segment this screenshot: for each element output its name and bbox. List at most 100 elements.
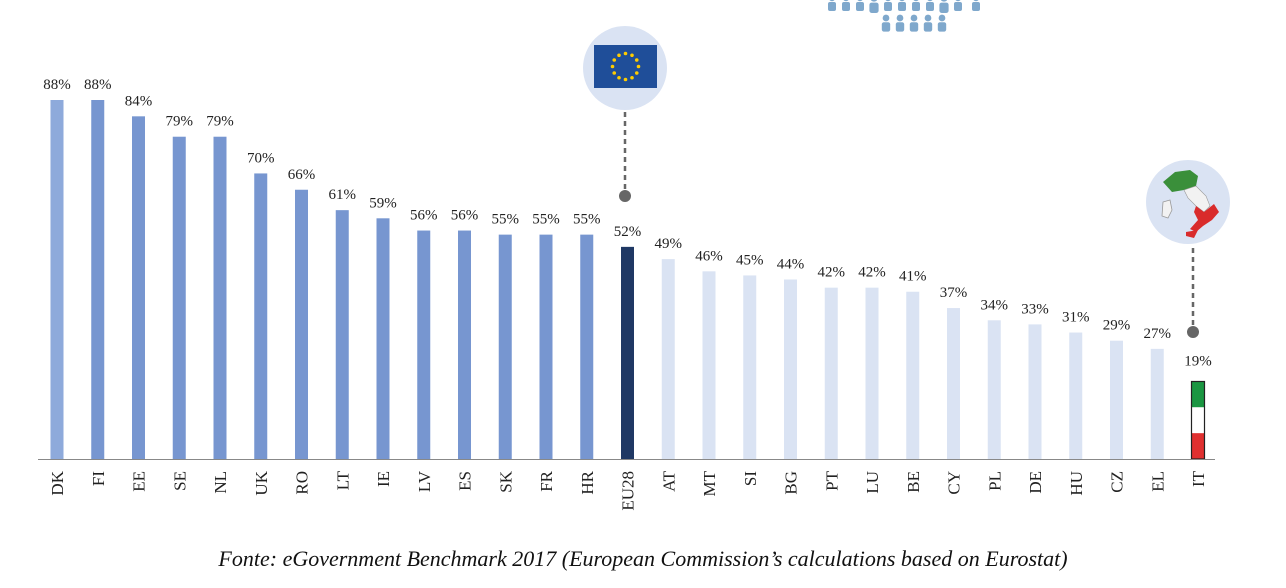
tick-label-lu: LU (863, 471, 882, 494)
tick-label-ie: IE (374, 471, 393, 487)
tick-label-at: AT (659, 470, 678, 491)
bar-es (458, 230, 471, 459)
bar-ro (295, 189, 308, 459)
value-label-pl: 34% (981, 297, 1009, 313)
tick-label-lt: LT (333, 470, 352, 490)
tick-label-bg: BG (782, 471, 801, 495)
bar-fi (91, 100, 105, 459)
tick-label-se: SE (170, 471, 189, 491)
value-label-fr: 55% (532, 212, 560, 228)
bar-it (1190, 380, 1206, 460)
bar-cy (947, 308, 960, 459)
value-label-ee: 84% (125, 93, 153, 109)
value-label-si: 45% (736, 252, 764, 268)
value-label-el: 27% (1144, 326, 1172, 342)
bar-ie (376, 218, 390, 459)
bar-si (743, 275, 757, 459)
value-label-lv: 56% (410, 208, 438, 224)
bar-de (1028, 324, 1042, 459)
it-marker (1146, 160, 1230, 338)
bars-layer (50, 100, 1206, 460)
bar-pt (824, 287, 838, 459)
eu28-marker (583, 26, 667, 202)
value-label-es: 56% (451, 208, 479, 224)
value-label-lu: 42% (858, 265, 886, 281)
bar-dk (50, 100, 64, 459)
bar-cz (1110, 340, 1123, 459)
tick-label-be: BE (904, 471, 923, 493)
value-label-dk: 88% (43, 77, 71, 93)
value-label-ie: 59% (369, 195, 397, 211)
bar-eu28 (621, 246, 634, 459)
tick-label-mt: MT (700, 470, 719, 496)
value-label-cz: 29% (1103, 318, 1131, 334)
tick-label-ro: RO (293, 471, 312, 495)
people-group-icon (828, 0, 980, 32)
bar-be (906, 291, 920, 459)
value-label-nl: 79% (206, 114, 234, 130)
tick-label-cz: CZ (1108, 471, 1127, 493)
value-label-cy: 37% (940, 285, 968, 301)
tick-label-dk: DK (48, 470, 67, 495)
tick-label-sk: SK (496, 470, 515, 492)
bar-fr (539, 234, 553, 459)
tick-label-lv: LV (415, 470, 434, 492)
tick-labels-layer: DK FI EE SE NL UK RO LT IE LV ES SK FR HR EU28 AT MT SI BG… (48, 470, 1208, 510)
tick-label-el: EL (1148, 471, 1167, 492)
value-label-mt: 46% (695, 248, 723, 264)
tick-label-hr: HR (578, 470, 597, 494)
value-labels-layer: 88% 88% 84% 79% 79% 70% 66% 61% 59% 56% 56% 55% 55% 5… (43, 77, 1212, 369)
caption-note: (European Commission’s calculations base… (556, 546, 1068, 571)
value-label-ro: 66% (288, 167, 316, 183)
tick-label-si: SI (741, 471, 760, 486)
bar-bg (784, 279, 797, 459)
eu-marker-dot (619, 190, 631, 202)
bar-hr (580, 234, 594, 459)
value-label-at: 49% (655, 236, 683, 252)
tick-label-fi: FI (89, 471, 108, 486)
value-label-de: 33% (1021, 301, 1049, 317)
bar-ee (132, 116, 145, 460)
tick-label-eu28: EU28 (619, 471, 638, 511)
tick-label-fr: FR (537, 470, 556, 491)
value-label-hr: 55% (573, 212, 601, 228)
eu-flag-icon (594, 45, 657, 88)
bar-sk (498, 234, 512, 459)
bar-lu (865, 287, 879, 459)
bar-pl (987, 320, 1001, 459)
value-label-pt: 42% (818, 265, 846, 281)
source-caption: Fonte: eGovernment Benchmark 2017 (Europ… (0, 546, 1286, 572)
caption-source: Fonte: eGovernment Benchmark 2017 (218, 546, 557, 571)
value-label-se: 79% (166, 114, 194, 130)
value-label-eu28: 52% (614, 224, 642, 240)
tick-label-hu: HU (1067, 471, 1086, 496)
bar-mt (702, 271, 716, 459)
tick-label-es: ES (456, 471, 475, 491)
value-label-hu: 31% (1062, 310, 1090, 326)
value-label-uk: 70% (247, 150, 275, 166)
value-label-sk: 55% (492, 212, 520, 228)
tick-label-pt: PT (822, 470, 841, 490)
value-label-it: 19% (1184, 353, 1212, 369)
bar-se (172, 136, 186, 459)
tick-label-uk: UK (252, 470, 271, 495)
bar-lv (417, 230, 431, 459)
tick-label-nl: NL (211, 471, 230, 494)
value-label-fi: 88% (84, 77, 112, 93)
bar-nl (213, 136, 227, 459)
tick-label-ee: EE (130, 471, 149, 492)
tick-label-de: DE (1026, 471, 1045, 494)
tick-label-pl: PL (985, 471, 1004, 491)
tick-label-it: IT (1189, 470, 1208, 487)
value-label-be: 41% (899, 269, 927, 285)
italy-map-icon (1161, 170, 1219, 238)
bar-uk (254, 173, 268, 459)
it-marker-dot (1187, 326, 1199, 338)
bar-lt (335, 210, 349, 459)
bar-hu (1069, 332, 1083, 459)
bar-at (661, 259, 675, 459)
value-label-lt: 61% (329, 187, 357, 203)
tick-label-cy: CY (945, 471, 964, 495)
bar-el (1150, 348, 1164, 459)
